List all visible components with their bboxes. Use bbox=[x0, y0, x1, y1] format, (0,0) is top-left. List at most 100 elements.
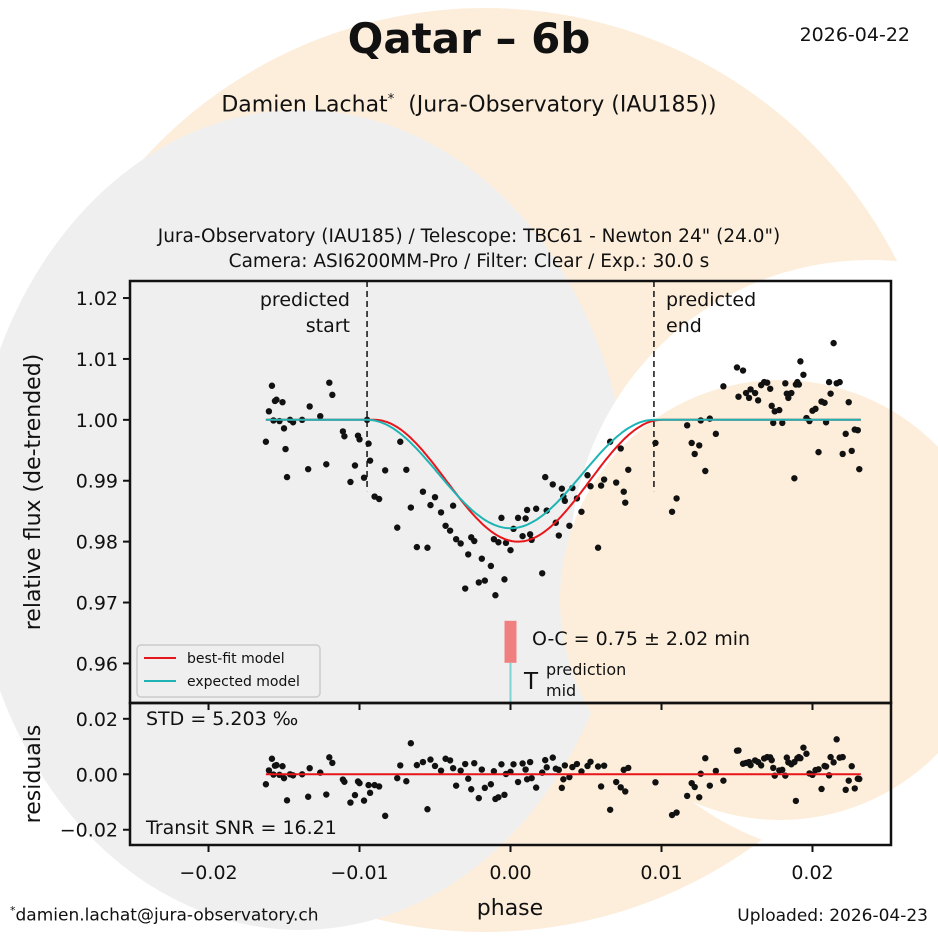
main-data-point bbox=[457, 540, 464, 547]
main-data-point bbox=[329, 391, 336, 399]
main-data-point bbox=[584, 472, 591, 479]
residual-data-point bbox=[452, 782, 460, 789]
email-marker: * bbox=[10, 904, 16, 917]
residual-data-point bbox=[522, 766, 529, 773]
residual-data-point bbox=[381, 812, 389, 820]
main-data-point bbox=[561, 497, 569, 505]
main-data-point bbox=[339, 428, 347, 435]
oc-annotation: O-C = 0.75 ± 2.02 min bbox=[532, 628, 750, 650]
main-data-point bbox=[273, 396, 280, 403]
main-y-tick-label: 0.98 bbox=[76, 532, 118, 554]
residual-data-point bbox=[262, 781, 270, 788]
main-data-point bbox=[845, 398, 852, 406]
x-axis-ticks: −0.02 −0.01 0.00 0.01 0.02 bbox=[179, 703, 834, 884]
main-data-point bbox=[452, 535, 460, 543]
main-y-tick-label: 1.00 bbox=[76, 410, 118, 432]
main-data-point bbox=[279, 398, 286, 406]
tmid-superscript: prediction bbox=[546, 660, 626, 679]
snr-annotation: Transit SNR = 16.21 bbox=[145, 817, 337, 839]
residual-data-point bbox=[830, 759, 837, 766]
residual-data-point bbox=[822, 763, 830, 770]
predicted-end-label-line2: end bbox=[666, 315, 702, 337]
main-data-point bbox=[791, 475, 798, 482]
residual-data-point bbox=[326, 754, 333, 761]
main-data-point bbox=[475, 579, 482, 586]
predicted-start-label-line1: predicted bbox=[260, 289, 350, 311]
main-y-tick-label: 0.96 bbox=[76, 653, 118, 675]
residual-data-point bbox=[625, 764, 632, 772]
residual-data-point bbox=[351, 791, 359, 799]
main-data-point bbox=[696, 442, 703, 449]
main-data-point bbox=[594, 544, 602, 551]
residual-data-point bbox=[341, 778, 348, 785]
tmid-subscript: mid bbox=[546, 681, 576, 700]
watermark-gray-crescent bbox=[0, 110, 630, 930]
residual-data-point bbox=[397, 762, 404, 769]
main-data-point bbox=[326, 379, 333, 386]
author-affiliation: (Jura-Observatory (IAU185)) bbox=[408, 92, 717, 118]
legend-label-best-fit: best-fit model bbox=[187, 651, 285, 667]
main-data-point bbox=[770, 419, 777, 427]
residual-data-point bbox=[800, 744, 807, 751]
residual-data-point bbox=[827, 753, 834, 761]
residual-data-point bbox=[347, 799, 354, 806]
main-data-point bbox=[785, 394, 792, 402]
main-y-tick-label: 0.99 bbox=[76, 471, 118, 493]
residual-data-point bbox=[600, 762, 608, 769]
residual-data-point bbox=[495, 794, 502, 801]
main-data-point bbox=[668, 508, 676, 515]
x-tick-label: 0.01 bbox=[640, 862, 682, 884]
author-name: Damien Lachat bbox=[221, 92, 388, 118]
main-data-point bbox=[492, 592, 499, 599]
residual-panel: STD = 5.203 ‰ Transit SNR = 16.21 −0.02 0… bbox=[21, 701, 893, 847]
residual-data-point bbox=[457, 767, 464, 774]
contact-email: damien.lachat@jura-observatory.ch bbox=[15, 905, 319, 926]
main-panel: predicted start predicted end O-C = 0.75… bbox=[21, 279, 893, 705]
watermark-orange-inner bbox=[560, 380, 938, 820]
x-tick-label: 0.02 bbox=[791, 862, 833, 884]
main-data-point bbox=[268, 382, 276, 389]
residual-y-tick-label: 0.02 bbox=[76, 709, 118, 731]
residual-data-point bbox=[770, 764, 777, 772]
main-data-point bbox=[612, 479, 620, 486]
main-data-point bbox=[712, 430, 720, 438]
residual-data-point bbox=[792, 797, 800, 805]
main-data-point bbox=[578, 508, 585, 515]
main-data-point bbox=[424, 544, 431, 551]
main-data-point bbox=[558, 485, 566, 492]
main-data-point bbox=[381, 467, 389, 474]
main-data-point bbox=[555, 532, 563, 539]
residual-data-point bbox=[622, 788, 629, 795]
main-data-point bbox=[304, 465, 312, 473]
residual-data-point bbox=[323, 791, 330, 798]
main-data-point bbox=[507, 546, 514, 554]
residual-data-point bbox=[510, 761, 517, 768]
main-data-point bbox=[375, 495, 383, 503]
residual-data-point bbox=[696, 794, 703, 801]
residual-data-point bbox=[768, 756, 775, 764]
residual-data-point bbox=[578, 768, 585, 775]
main-data-point bbox=[323, 461, 330, 468]
main-data-point bbox=[720, 383, 727, 390]
std-annotation: STD = 5.203 ‰ bbox=[146, 708, 298, 730]
main-data-point bbox=[360, 474, 368, 481]
main-data-point bbox=[836, 378, 843, 386]
main-data-point bbox=[597, 482, 605, 489]
residual-data-point bbox=[446, 757, 454, 764]
main-data-point bbox=[471, 537, 478, 545]
upload-date: Uploaded: 2026-04-23 bbox=[737, 906, 928, 926]
main-data-point bbox=[501, 576, 508, 583]
residual-data-point bbox=[573, 760, 581, 768]
residual-data-point bbox=[839, 753, 846, 761]
main-data-point bbox=[848, 447, 855, 455]
legend-box bbox=[136, 644, 321, 698]
residual-data-point bbox=[526, 758, 534, 766]
predicted-start-label-line2: start bbox=[306, 315, 350, 337]
main-data-point bbox=[282, 445, 289, 453]
main-data-point bbox=[542, 473, 549, 481]
residual-data-point bbox=[566, 773, 573, 781]
residual-data-point bbox=[833, 736, 840, 743]
residual-data-point bbox=[487, 781, 495, 788]
residual-data-point bbox=[360, 797, 368, 804]
main-y-tick-label: 0.97 bbox=[76, 593, 118, 615]
